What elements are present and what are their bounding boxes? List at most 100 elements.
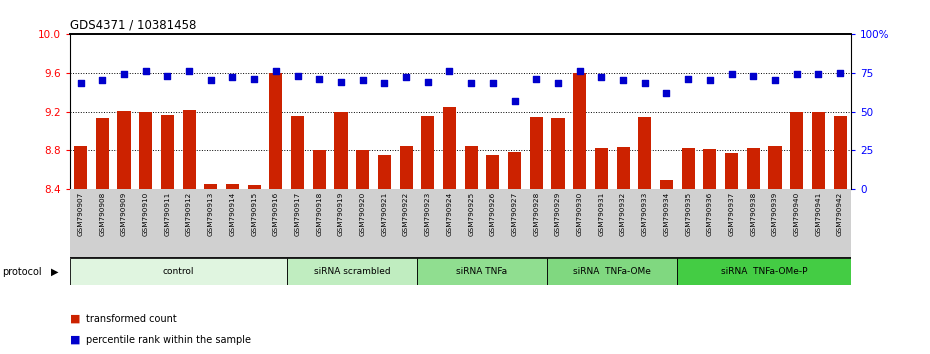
Bar bbox=[812, 112, 825, 189]
Text: siRNA scrambled: siRNA scrambled bbox=[313, 267, 391, 276]
Bar bbox=[70, 258, 286, 285]
Text: transformed count: transformed count bbox=[86, 314, 178, 324]
Bar bbox=[747, 148, 760, 189]
Bar bbox=[161, 115, 174, 189]
Text: ▶: ▶ bbox=[51, 267, 59, 277]
Text: GSM790932: GSM790932 bbox=[620, 192, 626, 236]
Bar bbox=[140, 113, 153, 189]
Text: GSM790914: GSM790914 bbox=[230, 192, 235, 236]
Text: GSM790941: GSM790941 bbox=[816, 192, 821, 236]
Bar bbox=[182, 109, 195, 189]
Point bbox=[702, 78, 717, 83]
Bar bbox=[660, 180, 673, 189]
Text: siRNA  TNFa-OMe: siRNA TNFa-OMe bbox=[573, 267, 651, 276]
Bar bbox=[312, 150, 326, 189]
Point bbox=[399, 74, 414, 80]
Bar bbox=[530, 117, 543, 189]
Bar bbox=[443, 107, 456, 189]
Point bbox=[377, 81, 392, 86]
Bar bbox=[270, 73, 283, 189]
Bar bbox=[421, 116, 434, 189]
Text: GSM790913: GSM790913 bbox=[207, 192, 214, 236]
Bar bbox=[725, 153, 738, 189]
Bar bbox=[508, 153, 521, 189]
Text: GSM790923: GSM790923 bbox=[425, 192, 431, 236]
Point bbox=[746, 73, 761, 79]
Text: GSM790908: GSM790908 bbox=[100, 192, 105, 236]
Text: GSM790917: GSM790917 bbox=[295, 192, 300, 236]
Text: GSM790912: GSM790912 bbox=[186, 192, 193, 236]
Point bbox=[529, 76, 544, 82]
Point bbox=[269, 68, 284, 74]
Text: GSM790938: GSM790938 bbox=[751, 192, 756, 236]
Bar bbox=[378, 155, 391, 189]
Text: GSM790940: GSM790940 bbox=[793, 192, 800, 236]
Point bbox=[790, 71, 804, 77]
Text: GSM790920: GSM790920 bbox=[360, 192, 365, 236]
Bar bbox=[617, 147, 630, 189]
Text: siRNA TNFa: siRNA TNFa bbox=[457, 267, 508, 276]
Text: ■: ■ bbox=[70, 335, 80, 345]
Bar bbox=[573, 73, 586, 189]
Bar bbox=[226, 183, 239, 189]
Point bbox=[594, 74, 609, 80]
Point bbox=[160, 73, 175, 79]
Text: GSM790931: GSM790931 bbox=[598, 192, 604, 236]
Text: GSM790933: GSM790933 bbox=[642, 192, 648, 236]
Text: percentile rank within the sample: percentile rank within the sample bbox=[86, 335, 251, 345]
Point bbox=[724, 71, 739, 77]
Text: GSM790915: GSM790915 bbox=[251, 192, 258, 236]
Text: GSM790926: GSM790926 bbox=[490, 192, 496, 236]
Point bbox=[116, 71, 131, 77]
Bar bbox=[486, 155, 499, 189]
Bar bbox=[400, 145, 413, 189]
Text: GSM790930: GSM790930 bbox=[577, 192, 583, 236]
Point bbox=[485, 81, 500, 86]
Point bbox=[551, 81, 565, 86]
Bar bbox=[638, 117, 651, 189]
Text: control: control bbox=[163, 267, 194, 276]
Text: GSM790909: GSM790909 bbox=[121, 192, 127, 236]
Bar bbox=[96, 118, 109, 189]
Text: ■: ■ bbox=[70, 314, 80, 324]
Bar bbox=[205, 183, 218, 189]
Point bbox=[355, 78, 370, 83]
Text: protocol: protocol bbox=[2, 267, 42, 277]
Text: GSM790916: GSM790916 bbox=[272, 192, 279, 236]
Point bbox=[246, 76, 261, 82]
Bar bbox=[790, 112, 804, 189]
Point bbox=[73, 81, 88, 86]
Text: GSM790929: GSM790929 bbox=[555, 192, 561, 236]
Text: GSM790918: GSM790918 bbox=[316, 192, 323, 236]
Bar bbox=[551, 118, 565, 189]
Bar bbox=[335, 113, 348, 189]
Point bbox=[637, 81, 652, 86]
Point bbox=[95, 78, 110, 83]
Point bbox=[139, 68, 153, 74]
Text: GSM790921: GSM790921 bbox=[381, 192, 388, 236]
Text: GDS4371 / 10381458: GDS4371 / 10381458 bbox=[70, 18, 196, 31]
Text: siRNA  TNFa-OMe-P: siRNA TNFa-OMe-P bbox=[721, 267, 807, 276]
Bar bbox=[768, 145, 781, 189]
Text: GSM790934: GSM790934 bbox=[663, 192, 670, 236]
Bar bbox=[677, 258, 851, 285]
Point bbox=[507, 98, 522, 103]
Point bbox=[312, 76, 326, 82]
Bar bbox=[247, 184, 260, 189]
Bar bbox=[833, 116, 846, 189]
Text: GSM790927: GSM790927 bbox=[512, 192, 518, 236]
Point bbox=[225, 74, 240, 80]
Point bbox=[442, 68, 457, 74]
Text: GSM790928: GSM790928 bbox=[533, 192, 539, 236]
Text: GSM790942: GSM790942 bbox=[837, 192, 844, 236]
Point bbox=[181, 68, 196, 74]
Bar bbox=[547, 258, 677, 285]
Point bbox=[572, 68, 587, 74]
Bar bbox=[465, 145, 478, 189]
Text: GSM790919: GSM790919 bbox=[338, 192, 344, 236]
Point bbox=[767, 78, 782, 83]
Bar bbox=[682, 148, 695, 189]
Point bbox=[681, 76, 696, 82]
Text: GSM790936: GSM790936 bbox=[707, 192, 713, 236]
Text: GSM790907: GSM790907 bbox=[77, 192, 84, 236]
